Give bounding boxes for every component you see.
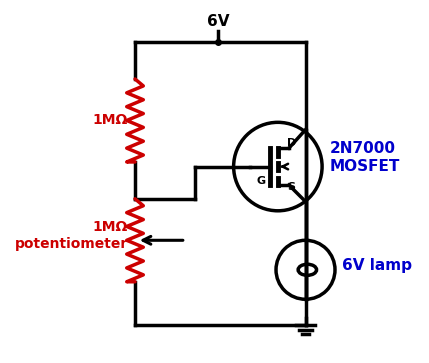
Text: S: S [287, 182, 295, 192]
Text: 1MΩ: 1MΩ [92, 114, 128, 127]
Text: 1MΩ
potentiometer: 1MΩ potentiometer [15, 220, 128, 251]
Text: D: D [287, 138, 296, 148]
Text: G: G [257, 176, 266, 186]
Text: 6V lamp: 6V lamp [342, 258, 412, 273]
Text: 2N7000
MOSFET: 2N7000 MOSFET [329, 140, 400, 174]
Text: 6V: 6V [207, 14, 229, 29]
